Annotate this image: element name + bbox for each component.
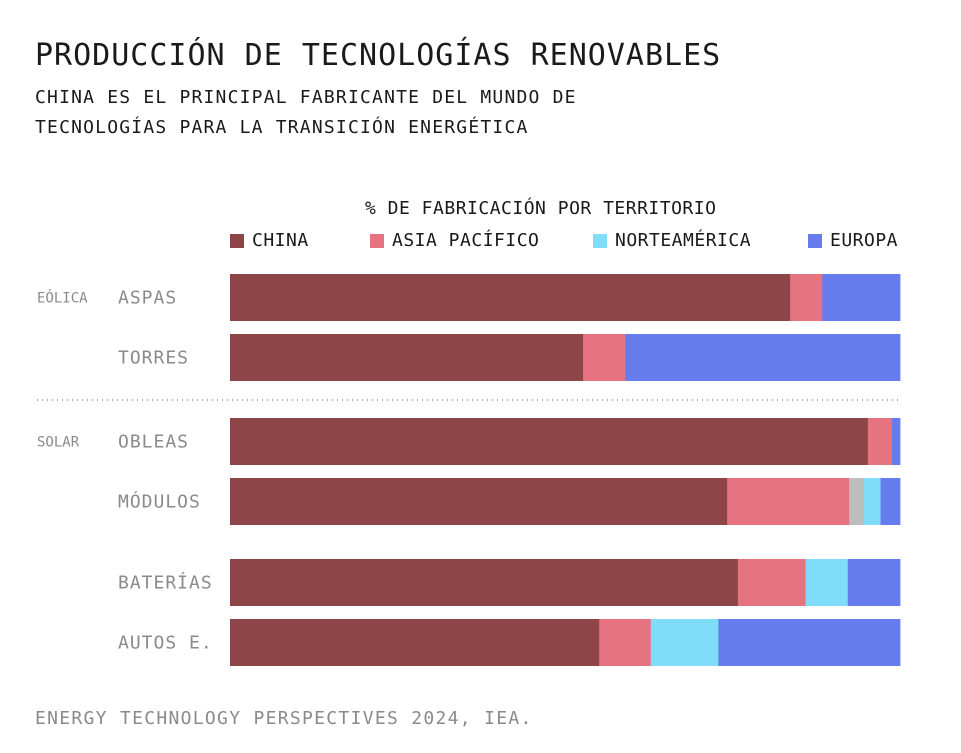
bar-torres-asia-pacifico: [583, 334, 626, 381]
bar-aspas-europa: [822, 274, 901, 321]
legend-item-asia-pacifico: ASIA PACÍFICO: [370, 230, 539, 251]
bar-aspas-asia-pacifico: [790, 274, 823, 321]
bar-autos-e-europa: [718, 619, 901, 666]
legend-item-europa: EUROPA: [808, 230, 898, 251]
bar-torres-europa: [625, 334, 901, 381]
bar-autos-e-asia-pacifico: [599, 619, 652, 666]
bar-baterias-asia-pacifico: [737, 559, 806, 606]
bar-modulos-china: [230, 478, 728, 525]
bar-obleas-europa: [891, 418, 901, 465]
legend-label-norteamerica: NORTEAMÉRICA: [615, 230, 752, 251]
bar-modulos-otros: [849, 478, 865, 525]
chart-title: PRODUCCIÓN DE TECNOLOGÍAS RENOVABLES: [35, 38, 722, 73]
bar-autos-e-china: [230, 619, 600, 666]
category-label-modulos: MÓDULOS: [118, 491, 201, 513]
legend-swatch-china: [230, 233, 244, 248]
legend-item-norteamerica: NORTEAMÉRICA: [593, 230, 751, 251]
chart-subtitle-line-2: TECNOLOGÍAS PARA LA TRANSICIÓN ENERGÉTIC…: [35, 117, 529, 138]
legend-item-china: CHINA: [230, 230, 309, 251]
bar-baterias-china: [230, 559, 739, 606]
bar-baterias-norteamerica: [805, 559, 849, 606]
category-label-obleas: OBLEAS: [118, 432, 189, 453]
chart-heading: % DE FABRICACIÓN POR TERRITORIO: [365, 198, 717, 219]
bar-modulos-asia-pacifico: [727, 478, 850, 525]
category-label-autos-e: AUTOS E.: [118, 633, 213, 654]
bar-autos-e-norteamerica: [650, 619, 719, 666]
legend: CHINA ASIA PACÍFICO NORTEAMÉRICA EUROPA: [0, 230, 961, 252]
source-note: ENERGY TECHNOLOGY PERSPECTIVES 2024, IEA…: [35, 708, 533, 729]
bar-obleas-china: [230, 418, 869, 465]
legend-label-europa: EUROPA: [830, 230, 899, 251]
bar-modulos-europa: [880, 478, 901, 525]
category-label-torres: TORRES: [118, 348, 189, 369]
group-label-eolica: EÓLICA: [37, 289, 88, 307]
bar-aspas-china: [230, 274, 791, 321]
bar-obleas-asia-pacifico: [867, 418, 893, 465]
bar-torres-china: [230, 334, 584, 381]
category-label-aspas: ASPAS: [118, 288, 177, 309]
group-label-solar: SOLAR: [37, 435, 80, 451]
legend-swatch-europa: [808, 233, 822, 248]
chart-subtitle-line-1: CHINA ES EL PRINCIPAL FABRICANTE DEL MUN…: [35, 87, 577, 108]
category-label-baterias: BATERÍAS: [118, 572, 213, 594]
legend-label-china: CHINA: [252, 230, 309, 251]
bar-baterias-europa: [847, 559, 901, 606]
bar-modulos-norteamerica: [863, 478, 881, 525]
legend-swatch-norteamerica: [593, 233, 607, 248]
legend-label-asia-pacifico: ASIA PACÍFICO: [392, 230, 540, 251]
legend-swatch-asia-pacifico: [370, 233, 384, 248]
